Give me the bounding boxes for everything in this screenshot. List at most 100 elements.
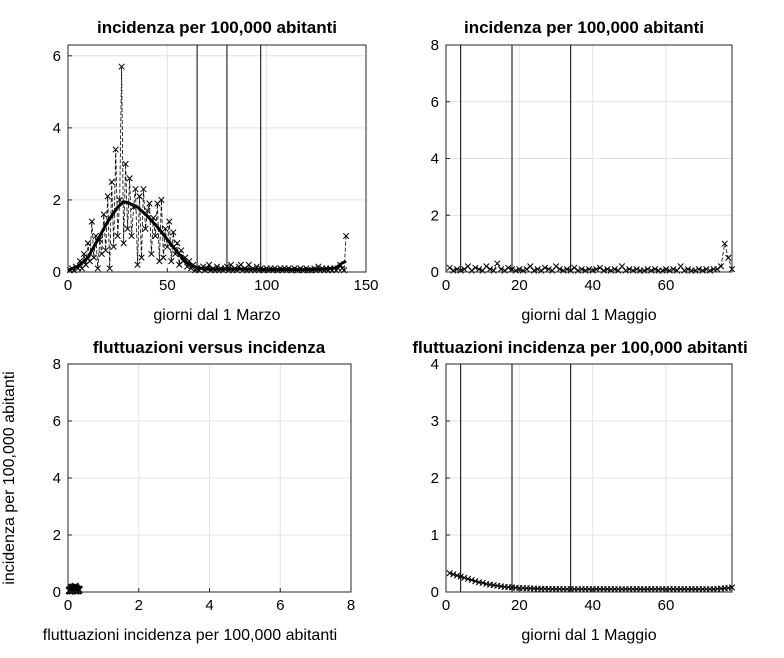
data-point-stroke [342,232,350,240]
grid-lines [68,364,351,592]
data-point [126,175,133,182]
data-point [84,240,92,247]
data-point-stroke [483,263,490,270]
data-point-stroke [162,225,169,232]
x-tick-label: 100 [254,277,279,294]
data-point [114,232,121,240]
data-point [148,250,155,258]
data-point-stroke [604,266,611,273]
y-tick-label: 0 [53,264,61,281]
panel-p4: fluttuazioni incidenza per 100,000 abita… [412,338,747,644]
data-point [142,225,149,232]
data-point [120,240,127,247]
data-point [450,571,457,578]
x-tick-label: 20 [511,597,528,614]
data-point-stroke [633,266,640,273]
data-point-stroke [494,260,501,267]
x-tick-label: 20 [511,277,528,294]
x-axis-label: giorni dal 1 Maggio [521,627,656,644]
data-point-stroke [126,175,133,182]
x-tick-label: 0 [442,277,450,294]
data-point-stroke [122,160,129,168]
data-point [541,264,549,271]
y-tick-label: 8 [53,356,61,373]
plot-frame [67,44,367,273]
data-point-stroke [545,266,552,273]
data-point-stroke [80,250,88,258]
data-point [472,578,479,585]
data-point-stroke [94,265,101,272]
data-point-stroke [464,263,472,270]
grid-lines [68,45,366,272]
data-point-stroke [70,582,80,592]
data-point-stroke [684,266,692,273]
data-point-stroke [472,578,479,585]
data-point-stroke [112,146,119,153]
data-point-stroke [148,250,155,258]
data-point [158,196,165,204]
data-point [483,263,490,270]
data-point [461,266,468,273]
data-point-stroke [134,261,141,268]
data-point [604,266,611,273]
data-point [611,266,618,273]
data-point-stroke [596,264,604,271]
data-point-stroke [158,196,165,204]
data-point-stroke [725,254,732,261]
data-point [94,265,101,272]
data-point [556,266,563,273]
data-point [534,266,541,273]
data-point-stroke [618,263,626,270]
data-point [472,264,479,271]
data-point [174,240,181,247]
x-axis-label: fluttuazioni incidenza per 100,000 abita… [43,627,337,644]
y-tick-label: 4 [53,120,61,137]
data-point-stroke [114,232,121,240]
data-point [112,146,119,153]
data-point-stroke [110,243,117,250]
data-point-stroke [670,266,677,273]
data-point [571,264,578,271]
data-point [461,574,468,581]
data-point-stroke [508,266,516,273]
y-tick-label: 0 [431,264,439,281]
data-point [446,264,453,271]
y-tick-label: 4 [431,151,439,168]
data-point [563,266,571,273]
data-point-stroke [571,264,578,271]
x-axis-label: giorni dal 1 Maggio [521,307,656,324]
smooth-trend-line [67,200,347,272]
data-point [725,254,732,261]
data-point [626,266,633,273]
data-point [523,266,530,273]
panel-p1: incidenza per 100,000 abitanti giorni da… [53,18,379,324]
data-point-stroke [534,266,541,273]
data-point-stroke [100,211,107,218]
data-point-stroke [472,264,479,271]
data-point-stroke [104,193,111,200]
data-point [703,266,710,273]
data-point [453,572,461,579]
data-point-stroke [717,263,725,270]
data-point-stroke [124,225,131,232]
data-point [670,266,677,273]
data-point [505,264,512,271]
data-point-stroke [464,575,472,583]
data-point [164,243,171,250]
data-point-stroke [453,266,461,273]
grid-lines [446,45,732,272]
data-point [152,232,159,240]
data-point [108,178,115,186]
data-point-stroke [486,266,494,273]
data-point [136,193,143,200]
data-point-stroke [593,266,600,273]
data-point-stroke [446,570,453,577]
data-point-stroke [475,266,483,273]
y-tick-label: 6 [431,94,439,111]
data-point-stroke [245,261,252,268]
data-point-stroke [651,266,659,273]
data-point-stroke [237,261,244,268]
data-point-stroke [106,265,113,272]
x-tick-label: 60 [658,597,675,614]
data-point [104,193,111,200]
